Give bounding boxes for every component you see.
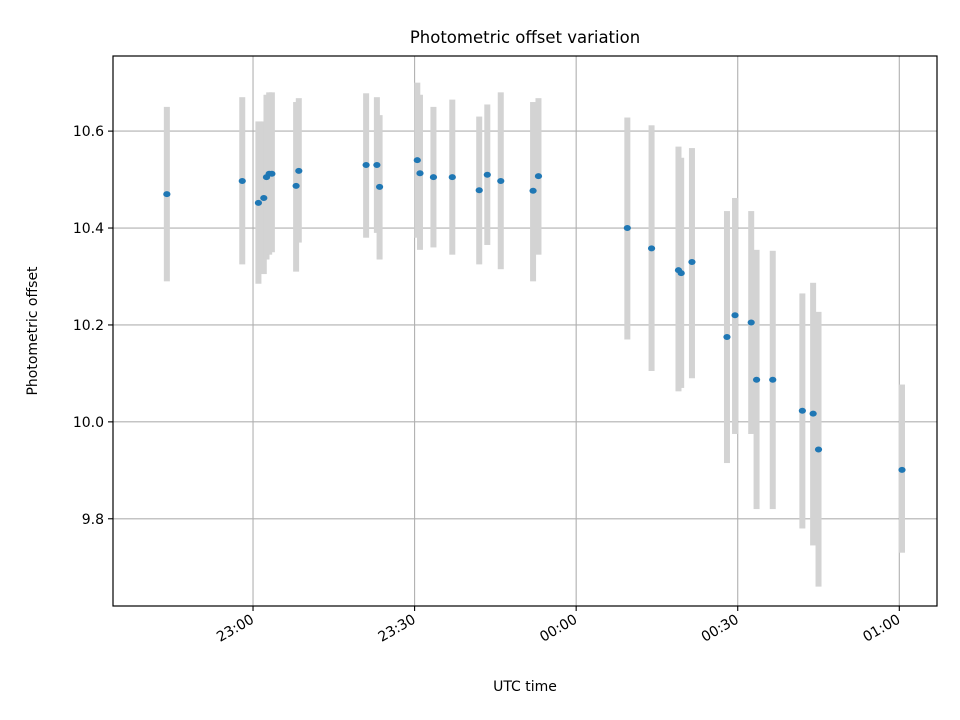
data-point [623, 225, 631, 232]
data-point [688, 258, 696, 265]
data-point [798, 407, 806, 414]
y-tick-label: 10.6 [73, 124, 104, 140]
data-point [475, 187, 483, 194]
data-point [723, 334, 731, 341]
data-point [375, 183, 384, 190]
data-point [416, 170, 424, 177]
data-point [362, 162, 370, 169]
plot-frame [112, 55, 938, 607]
data-point [448, 174, 456, 181]
y-axis-ticks: 9.8 10.0 10.2 10.4 10.6 [73, 124, 113, 528]
y-tick-label: 10.2 [73, 318, 104, 334]
data-point [268, 170, 276, 177]
data-point [747, 319, 755, 326]
data-point [809, 410, 817, 417]
data-point [373, 162, 381, 169]
data-point [295, 167, 303, 174]
data-point [534, 173, 543, 180]
data-point [529, 187, 537, 194]
data-point [238, 178, 246, 185]
data-point [413, 157, 421, 164]
data-point [752, 376, 761, 383]
chart-title: Photometric offset variation [410, 28, 640, 47]
data-point [163, 191, 171, 198]
y-tick-label: 10.4 [73, 221, 104, 237]
data-point [497, 178, 505, 185]
data-point [254, 199, 263, 206]
data-point [769, 376, 777, 383]
data-point [677, 270, 685, 277]
data-point [260, 194, 268, 201]
data-point [898, 466, 906, 473]
y-axis-label: Photometric offset [25, 266, 41, 396]
data-point [429, 174, 438, 181]
data-point [647, 245, 656, 252]
x-axis-label: UTC time [493, 679, 557, 695]
y-tick-label: 9.8 [82, 512, 104, 528]
data-point [483, 171, 491, 178]
y-tick-label: 10.0 [73, 415, 104, 431]
data-point [814, 446, 823, 453]
data-point [292, 182, 300, 189]
data-points [163, 157, 906, 473]
data-point [731, 312, 739, 319]
